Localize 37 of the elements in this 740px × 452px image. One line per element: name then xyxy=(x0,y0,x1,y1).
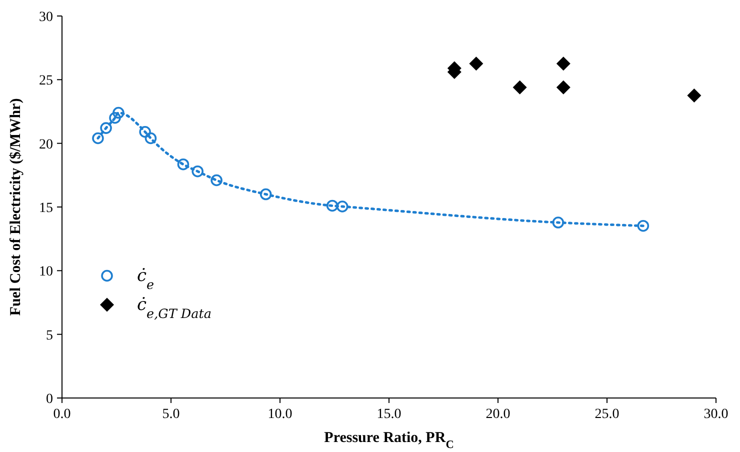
point xyxy=(552,216,564,228)
point xyxy=(687,88,702,102)
point xyxy=(336,200,348,212)
point xyxy=(139,126,151,138)
x-tick-label: 0.0 xyxy=(53,407,71,422)
x-tick-label: 30.0 xyxy=(704,407,728,422)
x-tick-label: 20.0 xyxy=(486,407,510,422)
y-tick-label: 5 xyxy=(46,328,53,344)
point xyxy=(512,80,527,94)
x-axis-title: Pressure Ratio, PR$_{C}$ xyxy=(324,430,454,451)
point xyxy=(556,80,570,94)
x-tick-label: 5.0 xyxy=(162,407,180,422)
y-tick-label: 20 xyxy=(39,137,53,152)
y-tick-label: 30 xyxy=(39,10,53,25)
point xyxy=(260,188,272,200)
y-tick-label: 25 xyxy=(39,74,53,89)
x-tick-label: 15.0 xyxy=(376,407,402,422)
x-tick-label: 25.0 xyxy=(594,407,620,422)
y-tick-label: 10 xyxy=(39,264,53,280)
point xyxy=(144,132,157,144)
point xyxy=(210,174,222,186)
point xyxy=(556,56,570,71)
y-tick-label: 15 xyxy=(39,201,53,216)
point xyxy=(109,112,121,124)
point xyxy=(469,56,484,71)
legend-label: ċ$_{e,GT Data}$ xyxy=(137,294,212,322)
point xyxy=(100,122,112,134)
point xyxy=(177,158,190,170)
point xyxy=(112,106,124,119)
y-axis-title: Fuel Cost of Electricity ($/MWhr) xyxy=(8,98,24,316)
y-tick-label: 0 xyxy=(46,392,53,407)
point xyxy=(326,200,338,212)
x-tick-label: 10.0 xyxy=(268,407,292,422)
legend-label: ċ$_{e}$ xyxy=(137,266,154,292)
point xyxy=(637,220,650,232)
point xyxy=(92,132,104,144)
point xyxy=(192,165,204,178)
